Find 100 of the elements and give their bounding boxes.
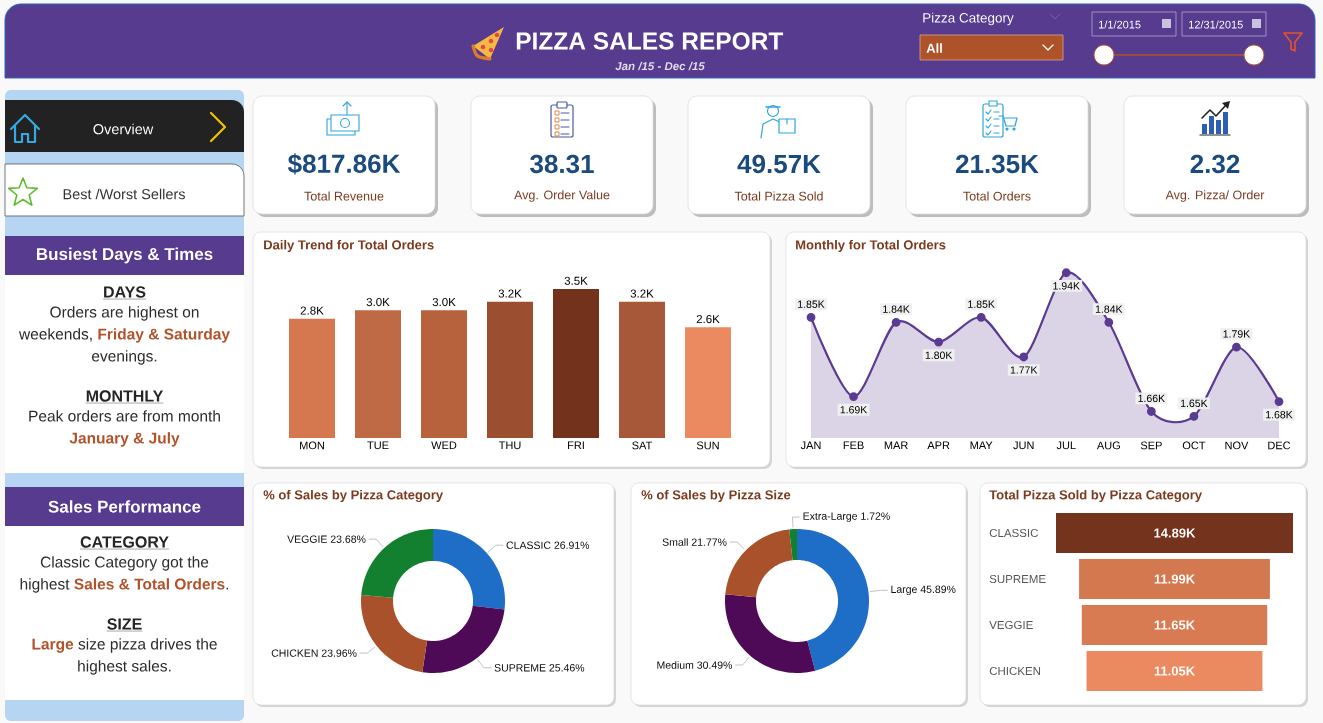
text: Total Pizza Sold by Pizza Category	[989, 489, 1202, 503]
category-label: CLASSIC	[989, 528, 1038, 538]
category-label: VEGGIE	[989, 620, 1033, 630]
text: Total Revenue	[304, 191, 384, 201]
data-label: 1.69K	[840, 406, 868, 414]
data-label: 3.0K	[432, 297, 456, 307]
data-label: 1.94K	[1053, 282, 1080, 290]
x-tick-label: JAN	[800, 441, 821, 450]
text: Overview	[93, 123, 154, 135]
text: SIZE	[107, 618, 142, 630]
data-label: 3.2K	[498, 289, 522, 298]
text: All	[926, 43, 942, 53]
x-tick-label: JUL	[1056, 441, 1076, 450]
bar	[289, 318, 336, 438]
x-tick-label: SAT	[632, 441, 653, 450]
point	[1061, 268, 1071, 278]
data-label: 11.99K	[1154, 574, 1195, 584]
chart-title: % of Sales by Pizza Category	[263, 489, 444, 503]
text: DAYS	[104, 286, 146, 298]
text: Avg. Order Value	[514, 190, 610, 202]
text: CATEGORY	[80, 536, 169, 548]
data-label: 11.05K	[1154, 666, 1195, 676]
x-tick-label: DEC	[1268, 441, 1291, 450]
text: Busiest Days & Times	[37, 247, 213, 264]
data-label: 14.89K	[1154, 528, 1196, 538]
point	[1189, 412, 1199, 421]
x-tick-label: FEB	[843, 441, 864, 450]
point	[934, 337, 944, 347]
text: Best /Worst Sellers	[63, 188, 185, 200]
data-label: 1.85K	[798, 300, 825, 308]
data-label: 11.65K	[1154, 620, 1195, 630]
x-tick-label: MAR	[884, 441, 908, 450]
point	[849, 392, 858, 402]
data-label: 1.72%	[861, 512, 890, 520]
category-label: SUPREME	[989, 574, 1046, 584]
bar	[355, 310, 402, 438]
text: 21.35K	[955, 154, 1039, 174]
point	[891, 317, 901, 327]
x-tick-label: FRI	[568, 441, 584, 450]
data-label: 26.91%	[554, 541, 590, 549]
text: PIZZA SALES REPORT	[516, 32, 784, 50]
x-tick-label: WED	[431, 441, 457, 450]
data-label: 21.77%	[691, 538, 727, 546]
text: Classic Category got the highest Sales & Total Orders.	[20, 556, 229, 593]
point	[976, 312, 986, 322]
data-label: 1.65K	[1180, 399, 1208, 408]
x-tick-label: SEP	[1140, 441, 1162, 450]
chart-title: % of Sales by Pizza Size	[641, 489, 791, 503]
data-label: 25.46%	[549, 664, 585, 672]
slice-label: Medium	[657, 661, 694, 669]
slice-label: SUPREME	[494, 664, 546, 672]
x-tick-label: OCT	[1182, 441, 1206, 450]
slice-label: Small	[662, 538, 688, 546]
text: Avg. Pizza/ Order	[1165, 190, 1265, 202]
data-label: 3.2K	[630, 289, 654, 298]
slice-label: CHICKEN	[271, 649, 318, 657]
data-label: 45.89%	[920, 585, 956, 594]
x-tick-label: MON	[300, 441, 324, 450]
x-tick-label: SUN	[696, 441, 719, 450]
point	[1104, 317, 1114, 327]
data-label: 2.8K	[300, 306, 324, 315]
point	[1146, 407, 1156, 416]
chart-title: Daily Trend for Total Orders	[264, 239, 434, 253]
slice-label: Large	[891, 585, 917, 596]
text: MONTHLY	[86, 390, 164, 402]
data-label: 3.0K	[366, 297, 390, 307]
bar	[487, 301, 533, 438]
text: Total Pizza Sold	[734, 191, 823, 201]
data-label: 1.84K	[883, 305, 910, 313]
category-label: CHICKEN	[989, 666, 1041, 676]
data-label: 2.6K	[696, 315, 720, 324]
text: Jan /15 - Dec /15	[615, 61, 705, 71]
text: 1/1/2015	[1099, 20, 1141, 29]
point	[1274, 397, 1284, 406]
x-tick-label: AUG	[1096, 441, 1120, 450]
x-tick-label: JUN	[1013, 441, 1034, 450]
x-tick-label: NOV	[1225, 441, 1249, 450]
text: Peak orders are from month January & July	[29, 410, 220, 447]
x-tick-label: TUE	[367, 441, 389, 450]
text: Orders are highest on weekends, Friday & Saturday evenings.	[18, 306, 230, 365]
text: 49.57K	[737, 154, 821, 174]
x-tick-label: APR	[927, 441, 950, 450]
text: Pizza Category	[923, 12, 1014, 26]
point	[1019, 352, 1029, 362]
x-tick-label: MAY	[970, 441, 993, 450]
data-label: 1.79K	[1223, 330, 1251, 338]
data-label: 1.77K	[1010, 366, 1038, 374]
text: 2.32	[1190, 154, 1240, 174]
bar	[553, 289, 599, 438]
data-label: 1.66K	[1138, 394, 1165, 403]
text: Total Orders	[963, 191, 1031, 201]
point	[1232, 342, 1241, 352]
bar	[685, 327, 731, 438]
data-label: 1.85K	[968, 300, 995, 308]
text: $817.86K	[287, 153, 401, 175]
data-label: 23.96%	[321, 649, 357, 657]
text: Sales Performance	[48, 500, 201, 513]
text: 12/31/2015	[1189, 20, 1243, 29]
data-label: 1.68K	[1266, 410, 1293, 419]
slice-label: VEGGIE	[287, 535, 327, 543]
